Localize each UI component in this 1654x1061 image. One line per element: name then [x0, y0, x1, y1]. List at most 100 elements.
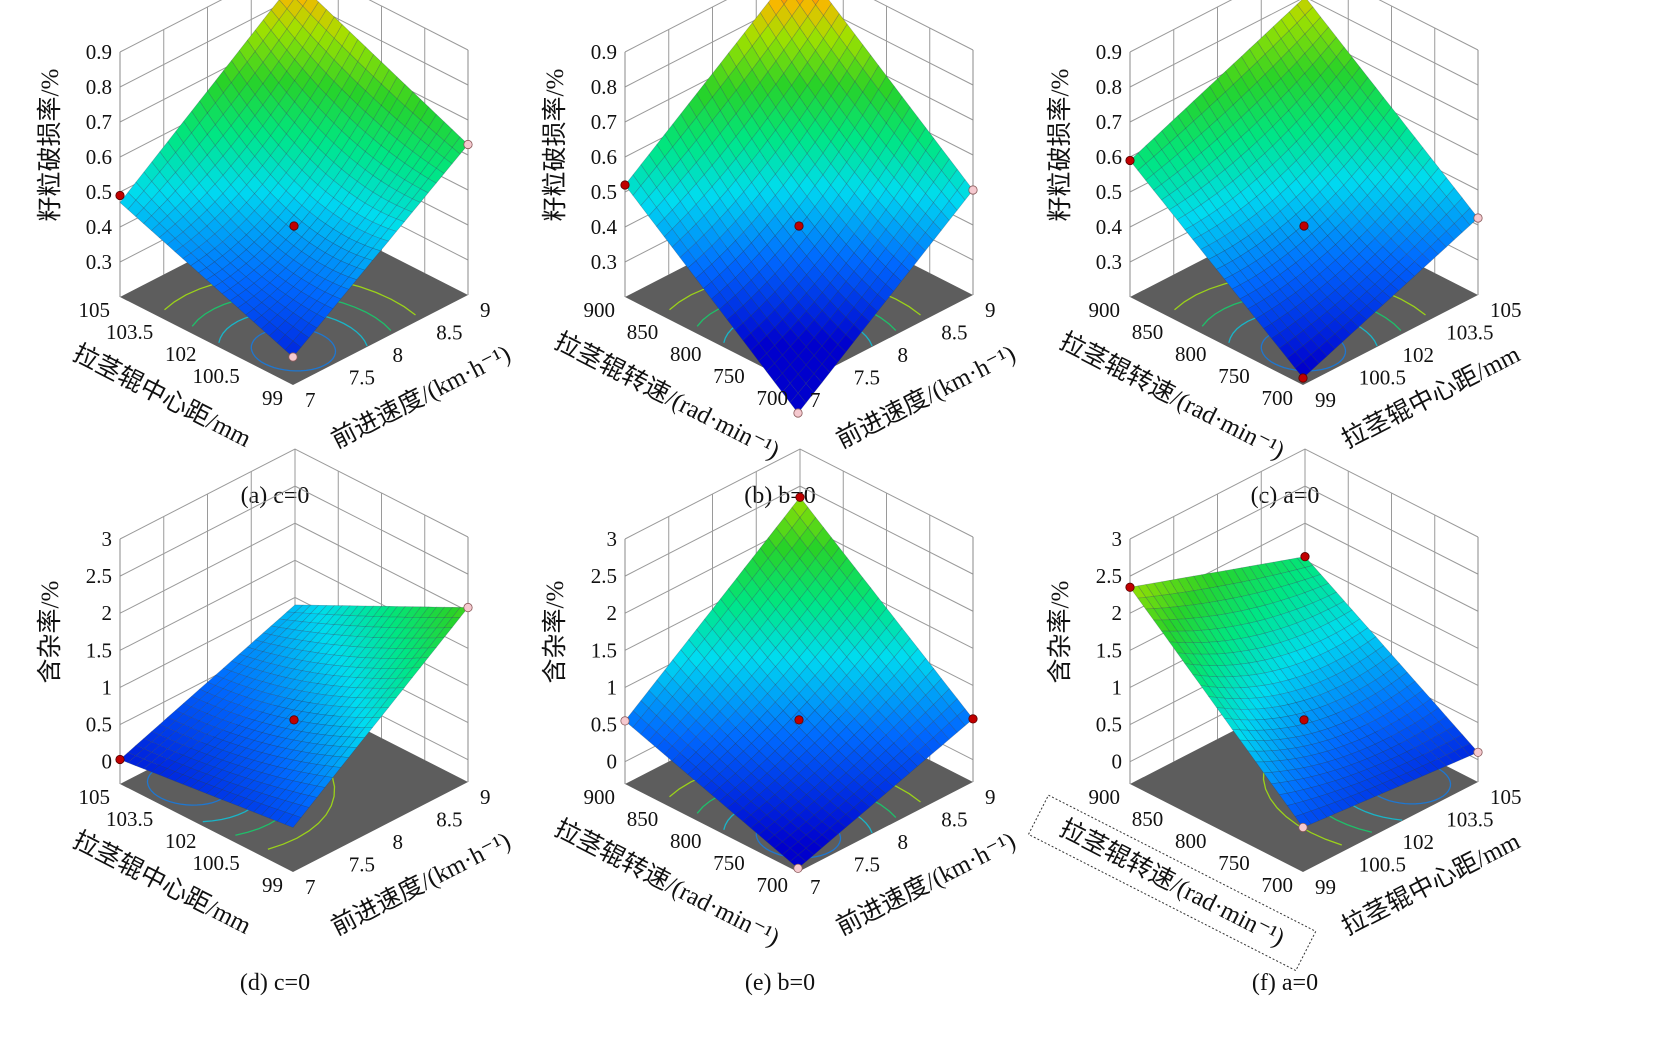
surface-cell — [688, 667, 705, 687]
surface-cell — [222, 732, 240, 744]
wall-gridline — [1129, 0, 1479, 53]
surface-cell — [789, 854, 807, 869]
right-tick-label: 8.5 — [436, 808, 462, 832]
surface-cell — [213, 789, 231, 801]
surface-cell — [292, 804, 310, 818]
surface-cell — [742, 332, 760, 352]
surface-cell — [719, 628, 737, 649]
z-tick-label: 0.3 — [1096, 250, 1122, 274]
surface-cell — [246, 29, 264, 53]
surface-cell — [151, 207, 168, 224]
surface-cell — [1255, 684, 1273, 698]
surface-cell — [795, 0, 804, 6]
wall-gridline — [1129, 485, 1479, 577]
surface-cell — [1296, 619, 1313, 635]
surface-cell — [687, 703, 705, 722]
design-points — [620, 492, 978, 873]
surface-cell — [1248, 564, 1266, 580]
surface-cell — [672, 180, 689, 202]
surface-cell — [672, 668, 689, 688]
surface-cell — [127, 755, 145, 767]
surface-cell — [174, 774, 192, 785]
surface-cell — [711, 218, 729, 239]
z-axis-label: 含杂率/% — [541, 581, 569, 684]
surface-cell — [182, 747, 200, 759]
wall-gridline — [624, 0, 974, 53]
z-tick-label: 2.5 — [1096, 564, 1122, 588]
response-surface — [1129, 556, 1479, 828]
wall-gridline — [624, 0, 974, 88]
design-point — [968, 185, 978, 195]
surface-cell — [1327, 244, 1344, 261]
design-point — [795, 492, 805, 502]
left-tick-label: 105 — [79, 298, 111, 322]
surface-cell — [166, 207, 184, 225]
surface-cell — [231, 49, 248, 73]
surface-cell — [672, 686, 689, 706]
surface-cell — [1374, 783, 1392, 794]
z-tick-label: 0.5 — [1096, 180, 1122, 204]
left-tick-label: 850 — [627, 807, 659, 831]
surface-cell — [711, 256, 728, 276]
left-tick-label: 750 — [1218, 851, 1250, 875]
surface-cell — [348, 687, 366, 698]
surface-cell — [246, 649, 264, 660]
surface-cell — [143, 741, 161, 753]
surface-cell — [237, 301, 255, 316]
panel-caption: (f) a=0 — [1251, 970, 1319, 996]
response-surface — [119, 0, 469, 358]
surface-cell — [680, 639, 697, 660]
surface-cell — [253, 772, 271, 784]
surface-cell — [885, 742, 903, 759]
surface-cell — [254, 671, 272, 682]
surface-cell — [734, 807, 752, 822]
surface-cell — [687, 203, 705, 225]
surface-cell — [1224, 162, 1242, 182]
surface-cell — [1231, 728, 1249, 741]
surface-cell — [1209, 98, 1226, 120]
surface-cell — [1390, 776, 1407, 787]
surface-cell — [403, 667, 421, 679]
surface-cell — [1248, 606, 1266, 622]
design-point — [1473, 213, 1483, 223]
surface-cell — [198, 174, 216, 194]
surface-cell — [703, 164, 721, 188]
surface-cell — [711, 693, 729, 712]
surface-cell — [758, 317, 776, 337]
design-point — [463, 602, 473, 613]
surface-cell — [751, 718, 768, 736]
surface-cell — [199, 134, 216, 156]
surface-cell — [1200, 214, 1218, 231]
surface-cell — [151, 734, 169, 746]
surface-cell — [814, 765, 831, 781]
design-point — [1299, 715, 1309, 725]
design-point — [289, 221, 299, 231]
left-tick-label: 99 — [262, 873, 283, 897]
surface-chart-c: 0.3 0.4 0.5 0.6 0.7 0.8 0.9 籽粒破损率/% 700 750 800 850… — [1046, 0, 1525, 465]
surface-cell — [743, 638, 761, 658]
surface-cell — [1294, 800, 1312, 815]
right-tick-label: 7.5 — [854, 853, 880, 877]
left-tick-label: 800 — [1175, 829, 1207, 853]
surface-cell — [245, 269, 263, 284]
surface-cell — [734, 765, 752, 782]
surface-cell — [1176, 182, 1194, 200]
surface-cell — [703, 281, 720, 300]
design-point — [794, 221, 804, 231]
surface-cell — [1271, 749, 1289, 761]
surface-cell — [1310, 317, 1328, 334]
surface-cell — [1241, 48, 1258, 70]
surface-cell — [198, 783, 216, 794]
surface-cell — [1343, 56, 1361, 78]
surface-cell — [790, 163, 808, 187]
surface-cell — [742, 787, 760, 802]
surface-cell — [1239, 250, 1257, 267]
right-tick-label: 102 — [1403, 343, 1435, 367]
design-point — [115, 754, 125, 765]
surface-cell — [222, 184, 240, 203]
surface-cell — [719, 100, 737, 125]
surface-cell — [711, 155, 729, 179]
z-tick-label: 0 — [607, 750, 618, 774]
surface-cell — [1223, 274, 1241, 290]
left-tick-label: 103.5 — [106, 807, 153, 831]
